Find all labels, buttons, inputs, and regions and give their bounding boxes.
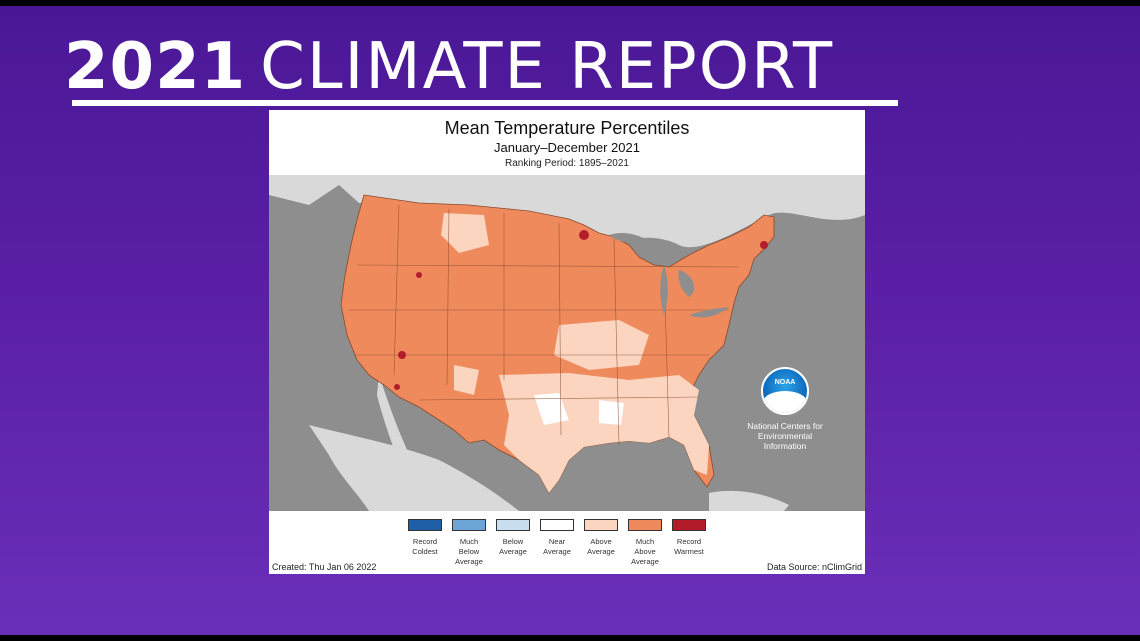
legend-label: Above Average xyxy=(587,537,615,556)
broadcast-graphic: 2021 CLIMATE REPORT Mean Temperature Per… xyxy=(0,6,1140,635)
legend-swatch xyxy=(408,519,442,531)
legend-swatch xyxy=(496,519,530,531)
legend-item: Near Average xyxy=(537,519,577,567)
legend-item: Above Average xyxy=(581,519,621,567)
noaa-agency-name: National Centers for Environmental Infor… xyxy=(747,421,823,451)
legend-label: Below Average xyxy=(499,537,527,556)
legend-label: Much Above Average xyxy=(631,537,659,566)
legend-label: Record Warmest xyxy=(674,537,704,556)
noaa-logo-text: NOAA xyxy=(774,379,796,386)
canada-land xyxy=(269,175,865,248)
headline-underline xyxy=(72,100,898,106)
southwest-patch xyxy=(454,365,479,395)
legend-label: Much Below Average xyxy=(455,537,483,566)
legend-swatch xyxy=(628,519,662,531)
map-subtitle: January–December 2021 xyxy=(494,140,640,155)
legend-swatch xyxy=(584,519,618,531)
map-legend: Record Coldest Much Below Average Below Av… xyxy=(405,519,709,567)
map-graphic xyxy=(269,175,865,511)
us-temperature-map: NOAA National Centers for Environmental … xyxy=(269,175,865,511)
record-warmest-spots xyxy=(394,230,768,390)
legend-swatch xyxy=(452,519,486,531)
baja-land xyxy=(377,375,429,511)
legend-label: Record Coldest xyxy=(412,537,438,556)
legend-item: Below Average xyxy=(493,519,533,567)
legend-swatch xyxy=(672,519,706,531)
headline-text: CLIMATE REPORT xyxy=(260,30,835,104)
noaa-bird-shape xyxy=(763,391,807,413)
ranking-period: Ranking Period: 1895–2021 xyxy=(505,158,629,169)
noaa-badge: NOAA National Centers for Environmental … xyxy=(745,367,825,451)
legend-label: Near Average xyxy=(543,537,571,556)
legend-item: Much Below Average xyxy=(449,519,489,567)
near-average-area xyxy=(534,393,569,425)
near-average-area-2 xyxy=(599,400,624,425)
midwest-patch xyxy=(554,320,649,370)
map-panel: Mean Temperature Percentiles January–Dec… xyxy=(269,110,865,574)
great-lakes xyxy=(609,232,729,318)
map-title: Mean Temperature Percentiles xyxy=(444,118,690,138)
cuba-land xyxy=(709,490,789,511)
northern-plains-patch xyxy=(441,213,489,253)
legend-item: Much Above Average xyxy=(625,519,665,567)
noaa-logo: NOAA xyxy=(761,367,809,415)
data-source: Data Source: nClimGrid xyxy=(766,562,862,572)
south-central-region xyxy=(499,373,709,493)
bottom-border xyxy=(0,635,1140,641)
headline: 2021 CLIMATE REPORT xyxy=(64,30,834,108)
legend-item: Record Warmest xyxy=(669,519,709,567)
legend-swatch xyxy=(540,519,574,531)
legend-item: Record Coldest xyxy=(405,519,445,567)
headline-year: 2021 xyxy=(64,30,247,104)
created-date: Created: Thu Jan 06 2022 xyxy=(272,562,377,572)
